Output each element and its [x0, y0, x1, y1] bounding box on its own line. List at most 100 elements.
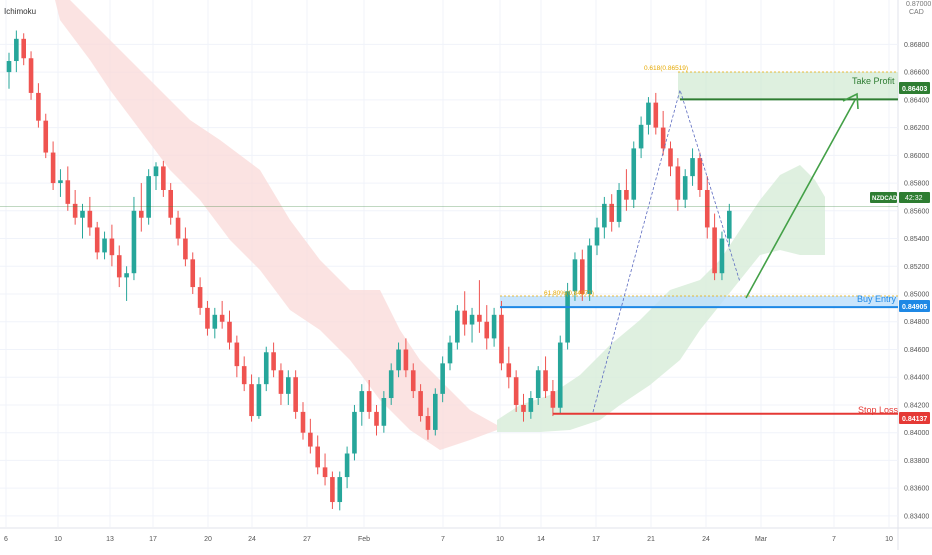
candle-body	[94, 227, 100, 253]
candle-body	[433, 393, 438, 430]
candle-body	[58, 180, 63, 184]
time-tick-label: 10	[496, 536, 504, 543]
candle-body	[139, 210, 144, 218]
candle-body	[14, 38, 19, 62]
candle-body	[455, 310, 460, 343]
annotation-layer	[0, 88, 898, 415]
candle-body	[256, 384, 262, 417]
candle-body	[521, 404, 526, 412]
price-tick-label: 0.86000	[904, 153, 929, 160]
price-tick-label: 0.86800	[904, 42, 929, 49]
candle-body	[499, 314, 504, 364]
take-profit-price-tag	[899, 82, 930, 94]
time-tick-label: 10	[54, 536, 62, 543]
candle-body	[80, 210, 85, 218]
candle-body	[175, 217, 181, 239]
price-tick-label: 0.85800	[904, 181, 929, 188]
candle-body	[308, 432, 313, 447]
candle-body	[528, 398, 534, 412]
time-tick-label: 13	[106, 536, 114, 543]
time-tick-label: 24	[248, 536, 256, 543]
time-tick-label: 14	[537, 536, 545, 543]
take-profit-label: Take Profit	[852, 76, 895, 86]
candle-body	[646, 102, 651, 125]
candle-body	[712, 227, 717, 274]
time-tick-label: 20	[204, 536, 212, 543]
countdown-tag-bg	[899, 192, 930, 203]
fib-connector	[592, 88, 741, 413]
candle-body	[212, 314, 218, 329]
candle-body	[690, 158, 695, 177]
time-tick-label: 6	[4, 536, 8, 543]
candle-body	[109, 238, 115, 256]
candle-body	[72, 203, 78, 218]
candle-body	[227, 321, 232, 343]
take-profit-price-text: 0.86403	[902, 86, 927, 93]
candle-body	[322, 467, 328, 478]
candle-body	[396, 349, 401, 371]
symbol-tag-text: NZDCAD	[872, 196, 898, 202]
candle-body	[609, 203, 614, 222]
candle-body	[535, 370, 541, 399]
candle-body	[146, 176, 151, 218]
buy-entry-price-tag	[899, 300, 930, 312]
candle-body	[388, 370, 394, 399]
candle-body	[161, 166, 166, 190]
indicator-label[interactable]: Ichimoku	[4, 7, 36, 16]
price-tick-label: 0.86600	[904, 70, 929, 77]
candle-body	[124, 273, 129, 278]
candle-body	[249, 384, 254, 417]
price-tick-label: 0.83400	[904, 513, 929, 520]
candle-body	[241, 366, 247, 385]
candle-body	[403, 349, 409, 371]
candle-body	[352, 411, 357, 454]
candle-body	[719, 238, 725, 274]
stop-loss-price-text: 0.84137	[902, 416, 927, 423]
candle-body	[587, 245, 592, 295]
candle-body	[440, 363, 445, 394]
price-tick-label: 0.84200	[904, 402, 929, 409]
price-tick-label: 0.86400	[904, 97, 929, 104]
candle-body	[381, 398, 387, 426]
ichimoku-cloud-bullish	[497, 165, 825, 432]
buy-entry-label: Buy Entry	[857, 294, 897, 304]
candle-body	[675, 166, 681, 200]
candle-body	[469, 314, 475, 325]
candle-body	[21, 38, 26, 59]
candle-body	[6, 61, 12, 73]
time-tick-label: 24	[702, 536, 710, 543]
candle-body	[425, 416, 431, 430]
candle-body	[183, 238, 188, 260]
price-tick-label: 0.85200	[904, 264, 929, 271]
candle-body	[131, 210, 137, 274]
fib-upper-label: 0.618(0.86519)	[644, 65, 688, 72]
buy-entry-price-text: 0.84905	[902, 304, 927, 311]
axis-labels-layer: 0.86800 0.86600 0.86400 0.86200 0.86000 0.858…	[4, 42, 929, 543]
time-tick-label: 17	[149, 536, 157, 543]
candle-body	[263, 352, 269, 385]
candle-body	[616, 189, 622, 222]
candle-body	[330, 477, 335, 503]
candle-body	[513, 377, 519, 405]
candle-body	[727, 210, 732, 239]
time-tick-label: 7	[441, 536, 445, 543]
candle-body	[197, 287, 203, 308]
price-tick-label: 0.86200	[904, 125, 929, 132]
candle-body	[43, 120, 49, 153]
price-tick-label: 0.85000	[904, 292, 929, 299]
buy-entry-zone	[500, 296, 898, 308]
countdown-tag-text: 42:32	[905, 195, 923, 202]
candle-body	[271, 352, 276, 371]
price-tick-label: 0.83800	[904, 458, 929, 465]
candle-body	[704, 189, 710, 228]
candle-body	[638, 124, 644, 149]
take-profit-zone	[678, 72, 898, 100]
zone-layer	[500, 71, 898, 308]
candle-body	[491, 314, 497, 339]
candle-body	[550, 391, 556, 408]
price-tick-label: 0.83600	[904, 486, 929, 493]
candle-body	[653, 102, 659, 128]
candle-body	[293, 377, 298, 412]
